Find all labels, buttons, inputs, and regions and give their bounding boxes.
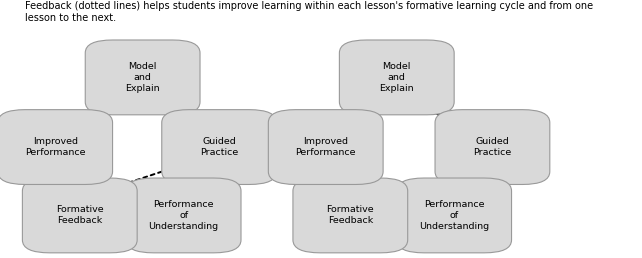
Text: Guided
Practice: Guided Practice <box>200 137 238 157</box>
FancyBboxPatch shape <box>340 40 454 115</box>
FancyBboxPatch shape <box>126 178 241 253</box>
Text: Formative
Feedback: Formative Feedback <box>56 205 103 225</box>
FancyBboxPatch shape <box>162 110 277 184</box>
FancyBboxPatch shape <box>85 40 200 115</box>
FancyBboxPatch shape <box>293 178 408 253</box>
Text: Feedback (dotted lines) helps students improve learning within each lesson's for: Feedback (dotted lines) helps students i… <box>25 1 593 23</box>
FancyBboxPatch shape <box>268 110 383 184</box>
Text: Guided
Practice: Guided Practice <box>473 137 512 157</box>
Text: Performance
of
Understanding: Performance of Understanding <box>148 200 219 231</box>
FancyBboxPatch shape <box>22 178 137 253</box>
Text: Performance
of
Understanding: Performance of Understanding <box>419 200 489 231</box>
FancyBboxPatch shape <box>435 110 550 184</box>
FancyBboxPatch shape <box>397 178 512 253</box>
Text: Model
and
Explain: Model and Explain <box>125 62 160 93</box>
FancyBboxPatch shape <box>0 110 112 184</box>
Text: Improved
Performance: Improved Performance <box>295 137 356 157</box>
Text: Improved
Performance: Improved Performance <box>25 137 85 157</box>
Text: Model
and
Explain: Model and Explain <box>379 62 414 93</box>
Text: Formative
Feedback: Formative Feedback <box>327 205 374 225</box>
